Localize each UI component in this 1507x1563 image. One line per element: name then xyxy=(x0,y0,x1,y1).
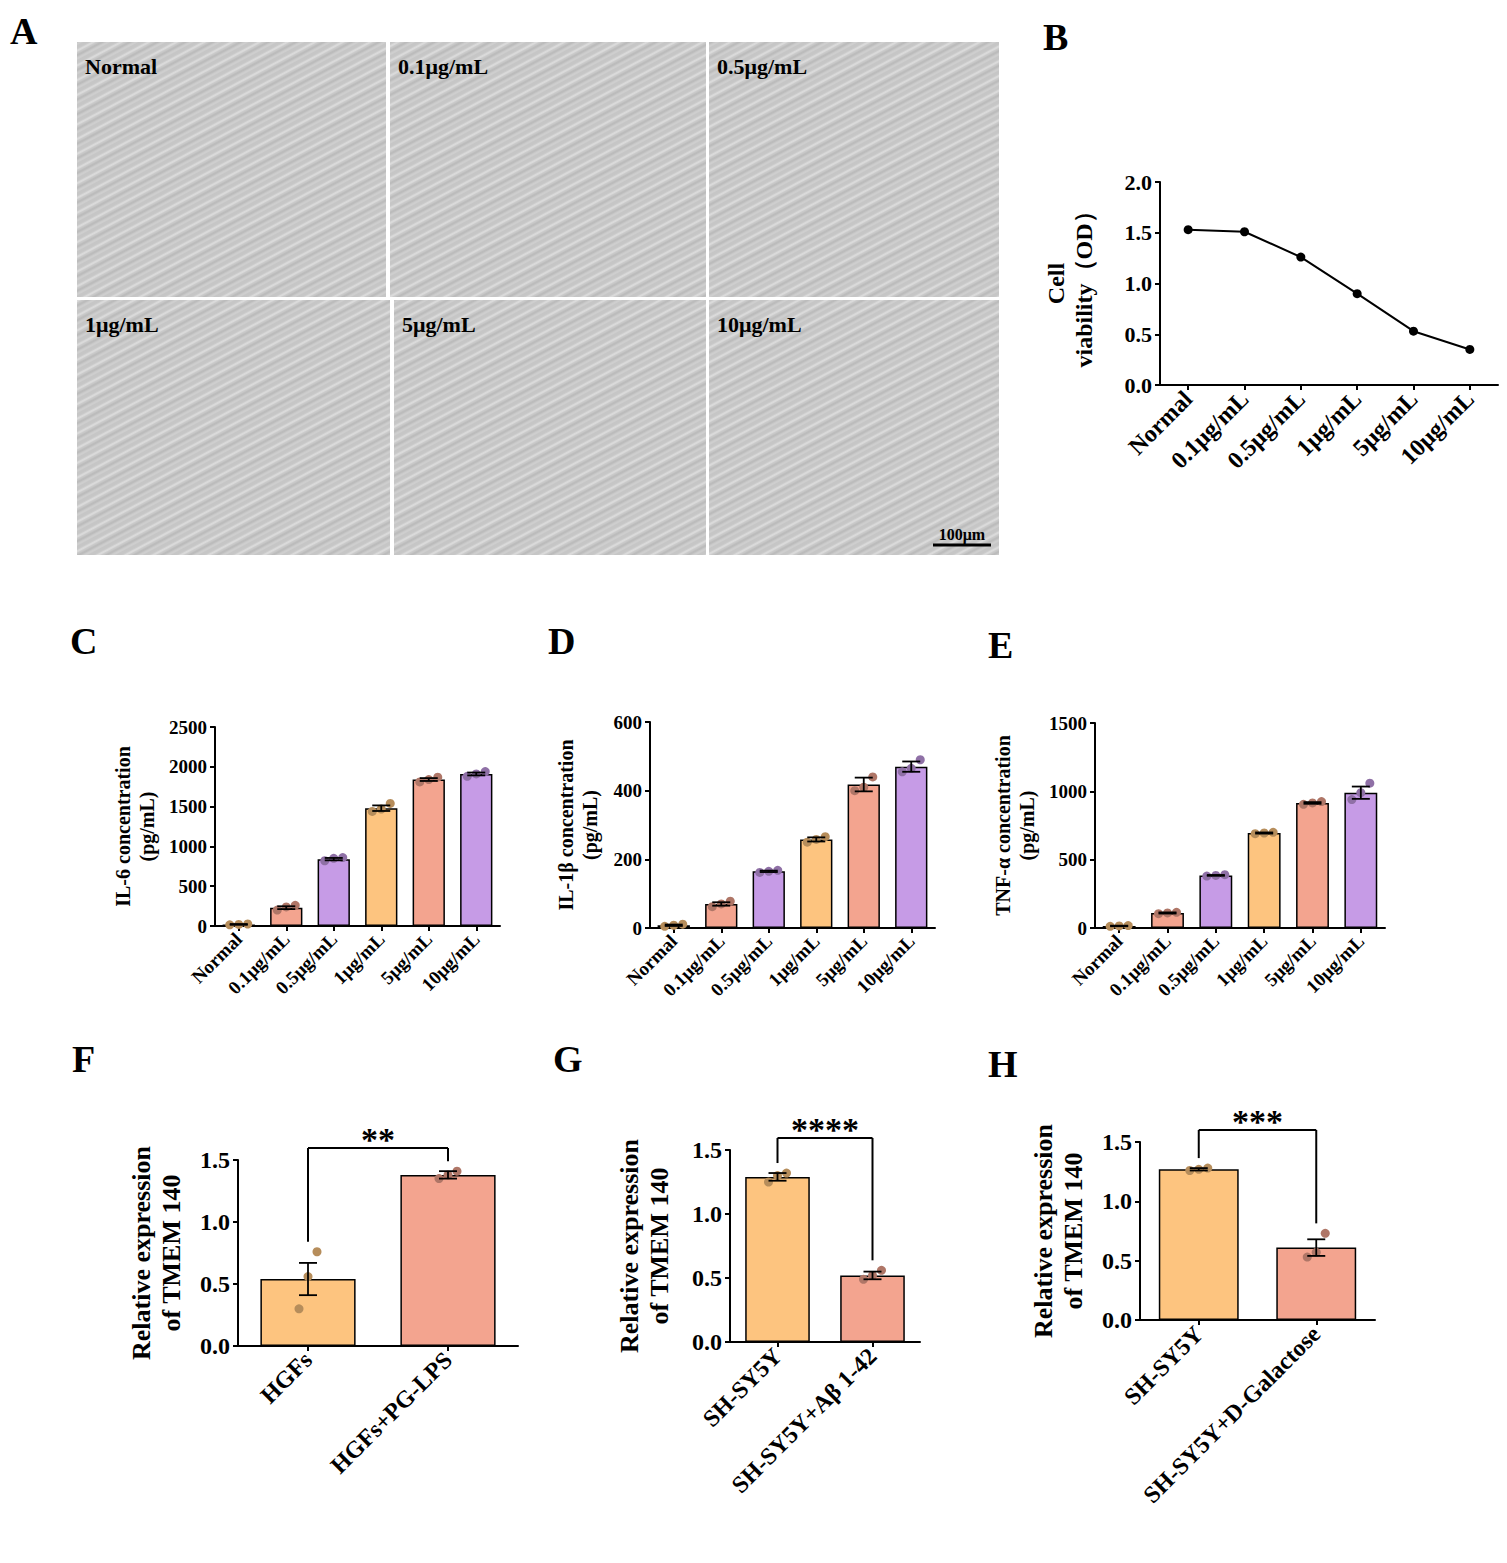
svg-text:1.5: 1.5 xyxy=(692,1137,722,1163)
svg-text:of TMEM 140: of TMEM 140 xyxy=(645,1168,674,1325)
svg-text:10μg/mL: 10μg/mL xyxy=(1302,931,1368,997)
svg-text:0.1μg/mL: 0.1μg/mL xyxy=(398,54,488,79)
svg-text:**: ** xyxy=(361,1121,395,1158)
svg-text:0.5: 0.5 xyxy=(692,1265,722,1291)
svg-text:(pg/mL): (pg/mL) xyxy=(579,790,602,860)
svg-text:0.0: 0.0 xyxy=(200,1333,230,1359)
svg-text:5μg/mL: 5μg/mL xyxy=(402,312,476,337)
svg-text:1μg/mL: 1μg/mL xyxy=(329,929,389,989)
svg-text:F: F xyxy=(72,1038,95,1080)
svg-text:200: 200 xyxy=(614,849,643,870)
svg-text:0.1μg/mL: 0.1μg/mL xyxy=(223,928,294,999)
svg-text:1.0: 1.0 xyxy=(200,1209,230,1235)
svg-text:IL-1β concentration: IL-1β concentration xyxy=(555,739,578,910)
svg-text:100μm: 100μm xyxy=(939,526,986,544)
svg-text:1.0: 1.0 xyxy=(1102,1188,1132,1214)
svg-text:B: B xyxy=(1043,16,1068,58)
svg-text:0.1μg/mL: 0.1μg/mL xyxy=(1105,930,1175,1001)
svg-text:1.5: 1.5 xyxy=(1125,220,1153,245)
svg-text:1000: 1000 xyxy=(169,836,207,857)
svg-text:1.5: 1.5 xyxy=(200,1147,230,1173)
svg-text:500: 500 xyxy=(179,876,208,897)
svg-text:10μg/mL: 10μg/mL xyxy=(852,931,918,997)
svg-text:C: C xyxy=(70,620,97,662)
svg-text:HGFs+PG-LPS: HGFs+PG-LPS xyxy=(325,1347,457,1479)
svg-text:1000: 1000 xyxy=(1049,781,1087,802)
svg-text:0.5: 0.5 xyxy=(200,1271,230,1297)
svg-text:SH-SY5Y+D-Galactose: SH-SY5Y+D-Galactose xyxy=(1138,1321,1326,1509)
svg-text:0: 0 xyxy=(633,918,643,939)
svg-text:0.1μg/mL: 0.1μg/mL xyxy=(1165,385,1254,474)
svg-text:D: D xyxy=(548,620,575,662)
svg-text:Normal: Normal xyxy=(1067,930,1127,990)
svg-text:5μg/mL: 5μg/mL xyxy=(376,928,437,989)
svg-text:2.0: 2.0 xyxy=(1125,170,1153,195)
svg-text:A: A xyxy=(10,10,38,52)
svg-text:2500: 2500 xyxy=(169,717,207,738)
svg-text:0.5μg/mL: 0.5μg/mL xyxy=(1153,931,1223,1001)
svg-text:5μg/mL: 5μg/mL xyxy=(811,930,872,991)
svg-text:10μg/mL: 10μg/mL xyxy=(1395,386,1479,470)
svg-text:1.5: 1.5 xyxy=(1102,1129,1132,1155)
svg-text:600: 600 xyxy=(614,712,643,733)
svg-text:0: 0 xyxy=(1078,918,1088,939)
svg-text:2000: 2000 xyxy=(169,756,207,777)
svg-text:10μg/mL: 10μg/mL xyxy=(717,312,802,337)
svg-text:***: *** xyxy=(1232,1103,1283,1140)
svg-text:G: G xyxy=(553,1038,583,1080)
svg-text:5μg/mL: 5μg/mL xyxy=(1347,385,1423,461)
svg-text:Normal: Normal xyxy=(187,928,247,988)
svg-text:0.0: 0.0 xyxy=(1125,373,1153,398)
svg-text:SH-SY5Y+Aβ 1-42: SH-SY5Y+Aβ 1-42 xyxy=(726,1343,881,1498)
svg-text:(pg/mL): (pg/mL) xyxy=(136,792,159,862)
svg-text:Normal: Normal xyxy=(622,930,682,990)
svg-text:HGFs: HGFs xyxy=(255,1347,317,1409)
svg-text:1.0: 1.0 xyxy=(692,1201,722,1227)
svg-text:0: 0 xyxy=(198,916,208,937)
svg-text:SH-SY5Y: SH-SY5Y xyxy=(698,1343,787,1432)
svg-text:1μg/mL: 1μg/mL xyxy=(1291,385,1367,461)
svg-text:1500: 1500 xyxy=(1049,713,1087,734)
svg-text:500: 500 xyxy=(1059,849,1088,870)
svg-text:0.5μg/mL: 0.5μg/mL xyxy=(706,931,776,1001)
svg-text:Normal: Normal xyxy=(1123,385,1198,460)
svg-text:Relative expression: Relative expression xyxy=(1029,1123,1058,1338)
svg-text:Normal: Normal xyxy=(85,54,157,79)
svg-text:SH-SY5Y: SH-SY5Y xyxy=(1119,1321,1208,1410)
svg-text:viability（OD）: viability（OD） xyxy=(1071,199,1097,367)
svg-text:1μg/mL: 1μg/mL xyxy=(1212,931,1272,991)
svg-text:0.5: 0.5 xyxy=(1125,322,1153,347)
svg-text:****: **** xyxy=(791,1111,859,1148)
svg-text:0.5μg/mL: 0.5μg/mL xyxy=(717,54,807,79)
svg-text:0.5: 0.5 xyxy=(1102,1248,1132,1274)
svg-text:0.5μg/mL: 0.5μg/mL xyxy=(271,929,341,999)
svg-text:H: H xyxy=(988,1043,1018,1085)
svg-text:IL-6 concentration: IL-6 concentration xyxy=(112,746,134,907)
svg-text:1.0: 1.0 xyxy=(1125,271,1153,296)
svg-text:1500: 1500 xyxy=(169,796,207,817)
svg-text:of TMEM 140: of TMEM 140 xyxy=(1059,1153,1088,1310)
svg-text:of TMEM 140: of TMEM 140 xyxy=(157,1175,186,1332)
svg-text:(pg/mL): (pg/mL) xyxy=(1016,791,1039,861)
svg-text:0.5μg/mL: 0.5μg/mL xyxy=(1222,386,1310,474)
svg-text:0.1μg/mL: 0.1μg/mL xyxy=(658,930,729,1001)
svg-text:Cell: Cell xyxy=(1043,263,1069,305)
svg-text:1μg/mL: 1μg/mL xyxy=(764,931,824,991)
svg-text:0.0: 0.0 xyxy=(692,1329,722,1355)
svg-text:E: E xyxy=(988,624,1013,666)
svg-text:Relative expression: Relative expression xyxy=(127,1145,156,1360)
svg-text:5μg/mL: 5μg/mL xyxy=(1260,930,1320,991)
svg-text:1μg/mL: 1μg/mL xyxy=(85,312,159,337)
svg-text:Relative expression: Relative expression xyxy=(615,1138,644,1353)
svg-text:0.0: 0.0 xyxy=(1102,1307,1132,1333)
svg-text:400: 400 xyxy=(614,780,643,801)
svg-text:10μg/mL: 10μg/mL xyxy=(417,929,483,995)
svg-text:TNF-α concentration: TNF-α concentration xyxy=(992,735,1014,916)
